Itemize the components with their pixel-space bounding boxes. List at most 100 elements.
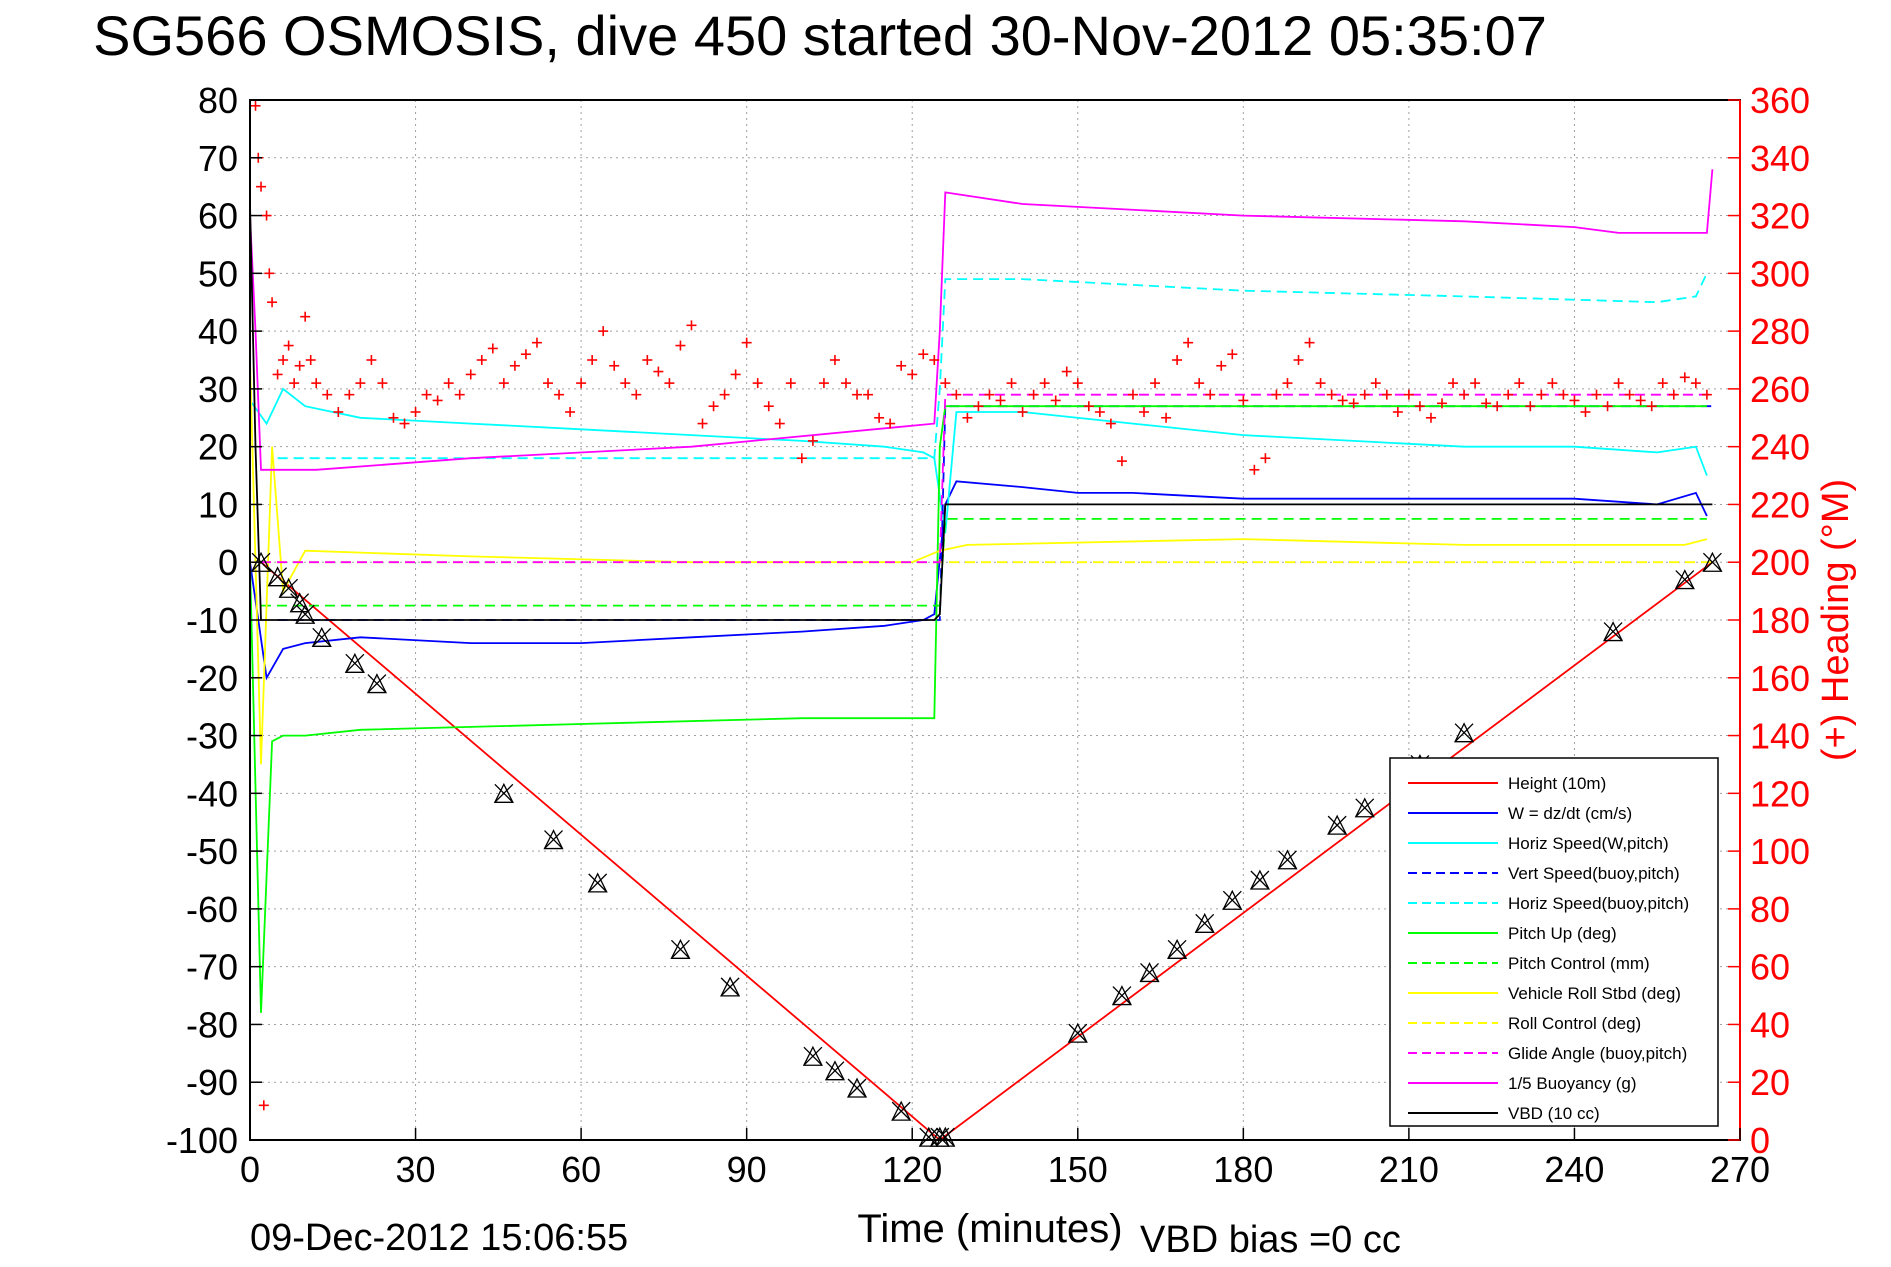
legend-label-vert-speed-buoy-pitch: Vert Speed(buoy,pitch): [1508, 864, 1680, 883]
heading-point: [1194, 378, 1205, 389]
right-tick-label: 120: [1750, 773, 1810, 814]
heading-point: [1657, 378, 1668, 389]
height-marker: [278, 577, 299, 598]
heading-point: [1635, 395, 1646, 406]
x-tick-label: 90: [727, 1149, 767, 1190]
height-marker-triangle: [918, 1126, 939, 1147]
x-axis-label: Time (minutes): [857, 1207, 1122, 1251]
heading-point: [399, 418, 410, 429]
heading-point: [1414, 401, 1425, 412]
heading-point: [520, 349, 531, 360]
heading-point: [322, 389, 333, 400]
height-marker-triangle: [1111, 985, 1132, 1006]
heading-point: [863, 389, 874, 400]
left-tick-label: 0: [218, 542, 238, 583]
height-marker-cross: [847, 1078, 867, 1098]
right-tick-label: 0: [1750, 1120, 1770, 1161]
left-tick-label: 50: [198, 253, 238, 294]
heading-point: [973, 401, 984, 412]
series-1-5-buoyancy-g: [249, 169, 1714, 471]
heading-point: [951, 389, 962, 400]
x-axis-ticks: 0 30 60 90 120 150 180 210 240 270: [240, 1128, 1770, 1190]
legend-label-1-5-buoyancy-g: 1/5 Buoyancy (g): [1508, 1074, 1637, 1093]
height-marker-cross: [1222, 890, 1242, 910]
right-tick-label: 40: [1750, 1004, 1790, 1045]
height-marker-triangle: [311, 626, 332, 647]
right-axis-ticks: 3603403203002802602402202001801601401201…: [1728, 80, 1810, 1161]
heading-point: [818, 378, 829, 389]
height-marker-cross: [367, 674, 387, 694]
heading-point: [443, 378, 454, 389]
heading-point: [576, 378, 587, 389]
series-vehicle-roll-stbd-deg: [249, 359, 1708, 765]
right-tick-label: 220: [1750, 484, 1810, 525]
height-marker-cross: [1068, 1023, 1088, 1043]
heading-point: [311, 378, 322, 389]
x-tick-label: 180: [1213, 1149, 1273, 1190]
right-tick-label: 260: [1750, 369, 1810, 410]
heading-point: [995, 395, 1006, 406]
heading-point: [929, 355, 940, 365]
height-marker: [366, 673, 387, 694]
x-tick-label: 270: [1710, 1149, 1770, 1190]
heading-point: [907, 369, 918, 380]
heading-point: [278, 355, 289, 365]
left-tick-label: -30: [186, 716, 238, 757]
x-tick-label: 0: [240, 1149, 260, 1190]
heading-point: [432, 395, 443, 406]
heading-point: [1481, 398, 1492, 409]
height-marker-cross: [588, 873, 608, 893]
height-marker-triangle: [935, 1126, 956, 1147]
height-marker: [918, 1126, 939, 1147]
height-marker-cross: [803, 1046, 823, 1066]
height-marker-triangle: [1277, 849, 1298, 870]
height-marker: [1111, 985, 1132, 1006]
heading-point: [1282, 378, 1293, 389]
heading-point: [962, 412, 973, 423]
right-tick-label: 280: [1750, 311, 1810, 352]
heading-point: [1370, 378, 1381, 389]
height-marker-triangle: [1674, 569, 1695, 590]
heading-point: [719, 389, 730, 400]
heading-point: [1381, 389, 1392, 400]
right-tick-label: 200: [1750, 542, 1810, 583]
height-marker-triangle: [1194, 912, 1215, 933]
heading-point: [1624, 389, 1635, 400]
heading-point: [1161, 412, 1172, 423]
heading-point: [1569, 395, 1580, 406]
height-marker: [1354, 797, 1375, 818]
heading-point: [1039, 378, 1050, 389]
height-marker-triangle: [720, 976, 741, 997]
heading-point: [1337, 395, 1348, 406]
height-marker-cross: [345, 653, 365, 673]
height-marker-triangle: [1702, 551, 1723, 572]
heading-point: [565, 407, 576, 417]
heading-point: [708, 401, 719, 412]
heading-point: [1425, 412, 1436, 423]
heading-point: [664, 378, 675, 389]
height-marker: [1277, 849, 1298, 870]
height-marker-triangle: [366, 673, 387, 694]
right-tick-label: 100: [1750, 831, 1810, 872]
legend-label-height-10m: Height (10m): [1508, 774, 1606, 793]
heading-point: [841, 378, 851, 389]
heading-point: [1613, 378, 1624, 389]
height-marker: [1674, 569, 1695, 590]
legend: Height (10m) W = dz/dt (cm/s) Horiz Speed(…: [1389, 757, 1719, 1127]
height-marker: [493, 782, 514, 803]
heading-point: [1602, 401, 1613, 412]
height-marker: [1194, 912, 1215, 933]
heading-point: [1260, 453, 1271, 464]
height-marker-triangle: [1603, 621, 1624, 642]
heading-point: [774, 418, 785, 429]
heading-point: [885, 418, 896, 429]
height-marker-triangle: [587, 872, 608, 893]
height-marker: [935, 1126, 956, 1147]
heading-point: [1492, 401, 1503, 412]
series-vbd-10-cc: [249, 203, 1713, 621]
legend-label-horiz-speed-w-pitch: Horiz Speed(W,pitch): [1508, 834, 1669, 853]
heading-point: [763, 401, 774, 412]
height-marker-cross: [1355, 798, 1375, 818]
height-marker-triangle: [344, 652, 365, 673]
